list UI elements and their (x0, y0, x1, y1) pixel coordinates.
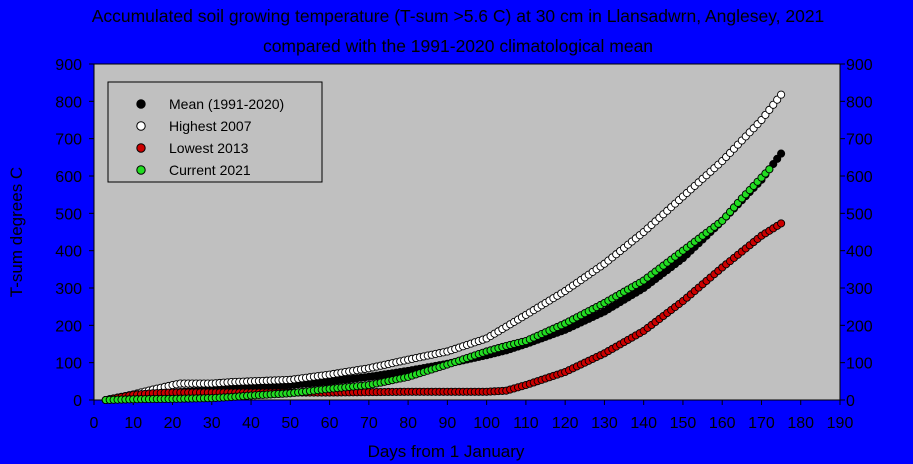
x-tick-label: 10 (124, 415, 142, 432)
y-tick-label-right: 100 (846, 356, 873, 373)
y-tick-label-right: 0 (846, 393, 855, 410)
y-tick-label-left: 600 (55, 169, 82, 186)
y-tick-label-left: 200 (55, 318, 82, 335)
y-tick-label-right: 200 (846, 318, 873, 335)
y-tick-label-left: 100 (55, 356, 82, 373)
series-highest (101, 90, 786, 405)
y-tick-label-right: 400 (846, 244, 873, 261)
legend: Mean (1991-2020) Highest 2007 Lowest 2013 C… (107, 81, 323, 183)
x-tick-label: 90 (438, 415, 456, 432)
legend-box (107, 81, 323, 183)
legend-item-mean: Mean (1991-2020) (136, 96, 284, 112)
x-axis: 0 10 20 30 40 50 60 70 80 90 100 110 120 130 140 150 160… (90, 400, 854, 432)
legend-item-lowest: Lowest 2013 (136, 140, 249, 156)
y-tick-label-right: 500 (846, 206, 873, 223)
x-tick-label: 0 (90, 415, 99, 432)
y-tick-label-right: 300 (846, 281, 873, 298)
legend-label-mean: Mean (1991-2020) (169, 96, 284, 112)
x-tick-label: 190 (827, 415, 854, 432)
y-tick-label-left: 400 (55, 244, 82, 261)
chart-subtitle: compared with the 1991-2020 climatologic… (263, 36, 653, 56)
y-tick-label-left: 300 (55, 281, 82, 298)
y-tick-label-right: 800 (846, 94, 873, 111)
x-tick-label: 100 (473, 415, 500, 432)
y-tick-label-left: 900 (55, 57, 82, 74)
legend-label-highest: Highest 2007 (169, 118, 252, 134)
y-tick-label-right: 900 (846, 57, 873, 74)
y-tick-label-left: 800 (55, 94, 82, 111)
y-axis-right: 0 100 200 300 400 500 600 700 800 900 (840, 57, 873, 410)
legend-item-current: Current 2021 (136, 162, 251, 178)
x-tick-label: 170 (748, 415, 775, 432)
point-highest (777, 90, 786, 99)
x-tick-label: 60 (321, 415, 339, 432)
point-lowest (777, 219, 786, 228)
legend-marker-mean (136, 99, 146, 109)
x-tick-label: 110 (513, 415, 539, 432)
x-tick-label: 120 (552, 415, 579, 432)
y-tick-label-left: 0 (73, 393, 82, 410)
x-tick-label: 130 (591, 415, 618, 432)
chart-title: Accumulated soil growing temperature (T-… (92, 6, 825, 26)
y-axis-label: T-sum degrees C (7, 167, 26, 297)
legend-marker-lowest (136, 143, 146, 153)
x-tick-label: 20 (164, 415, 182, 432)
y-axis-left: 0 100 200 300 400 500 600 700 800 900 (55, 57, 94, 410)
y-tick-label-right: 700 (846, 132, 873, 149)
y-tick-label-right: 600 (846, 169, 873, 186)
legend-item-highest: Highest 2007 (136, 118, 252, 134)
point-mean (777, 149, 786, 158)
x-tick-label: 40 (242, 415, 260, 432)
x-tick-label: 30 (203, 415, 221, 432)
x-tick-label: 140 (630, 415, 657, 432)
x-tick-label: 70 (360, 415, 378, 432)
y-tick-label-left: 500 (55, 206, 82, 223)
y-tick-label-left: 700 (55, 132, 82, 149)
x-tick-label: 80 (399, 415, 417, 432)
x-tick-label: 150 (670, 415, 697, 432)
x-tick-label: 180 (787, 415, 814, 432)
x-axis-label: Days from 1 January (368, 442, 525, 461)
x-tick-label: 50 (281, 415, 299, 432)
legend-label-current: Current 2021 (169, 162, 251, 178)
legend-label-lowest: Lowest 2013 (169, 140, 249, 156)
series-layer (101, 90, 786, 405)
x-tick-label: 160 (709, 415, 736, 432)
point-current (765, 165, 774, 174)
legend-marker-highest (136, 121, 146, 131)
legend-marker-current (136, 165, 146, 175)
series-current (101, 165, 774, 405)
